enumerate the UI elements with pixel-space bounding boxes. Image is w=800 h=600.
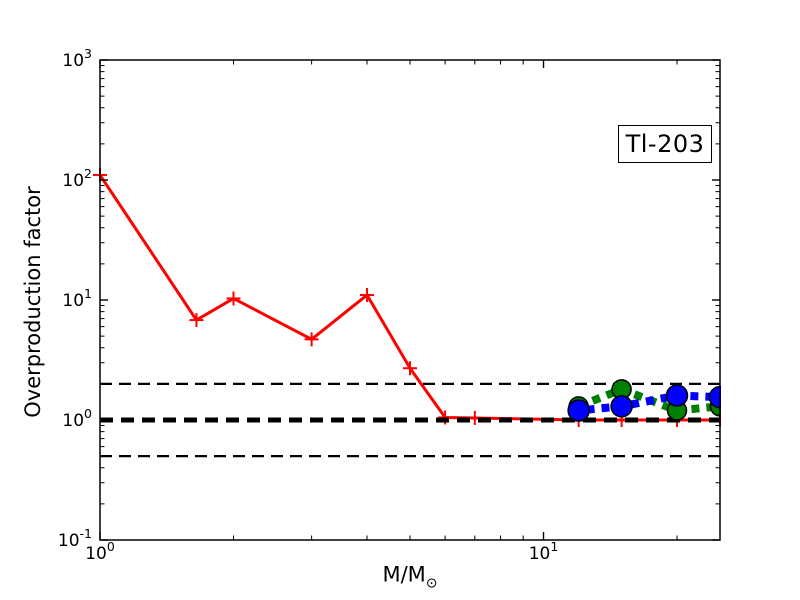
circle-marker (610, 395, 633, 418)
y-tick-label: 102 (62, 166, 92, 191)
circle-marker (665, 384, 689, 407)
circle-marker (567, 399, 590, 422)
axis-ticks (99, 59, 720, 541)
x-axis-title-main: M/M (382, 562, 426, 587)
y-axis-title: Overproduction factor (21, 186, 45, 418)
series-blue (567, 384, 721, 422)
y-tick-label: 101 (62, 286, 92, 311)
isotope-label-box: Tl-203 (618, 125, 712, 163)
x-tick-label: 101 (529, 539, 559, 564)
y-tick-label: 103 (62, 46, 92, 71)
series-red (93, 168, 721, 427)
sun-symbol: ⊙ (425, 575, 438, 592)
y-tick-label: 10-1 (58, 526, 92, 551)
x-axis-title: M/M⊙ (382, 563, 437, 592)
x-tick-label: 100 (85, 539, 115, 564)
y-tick-label: 100 (62, 406, 92, 431)
